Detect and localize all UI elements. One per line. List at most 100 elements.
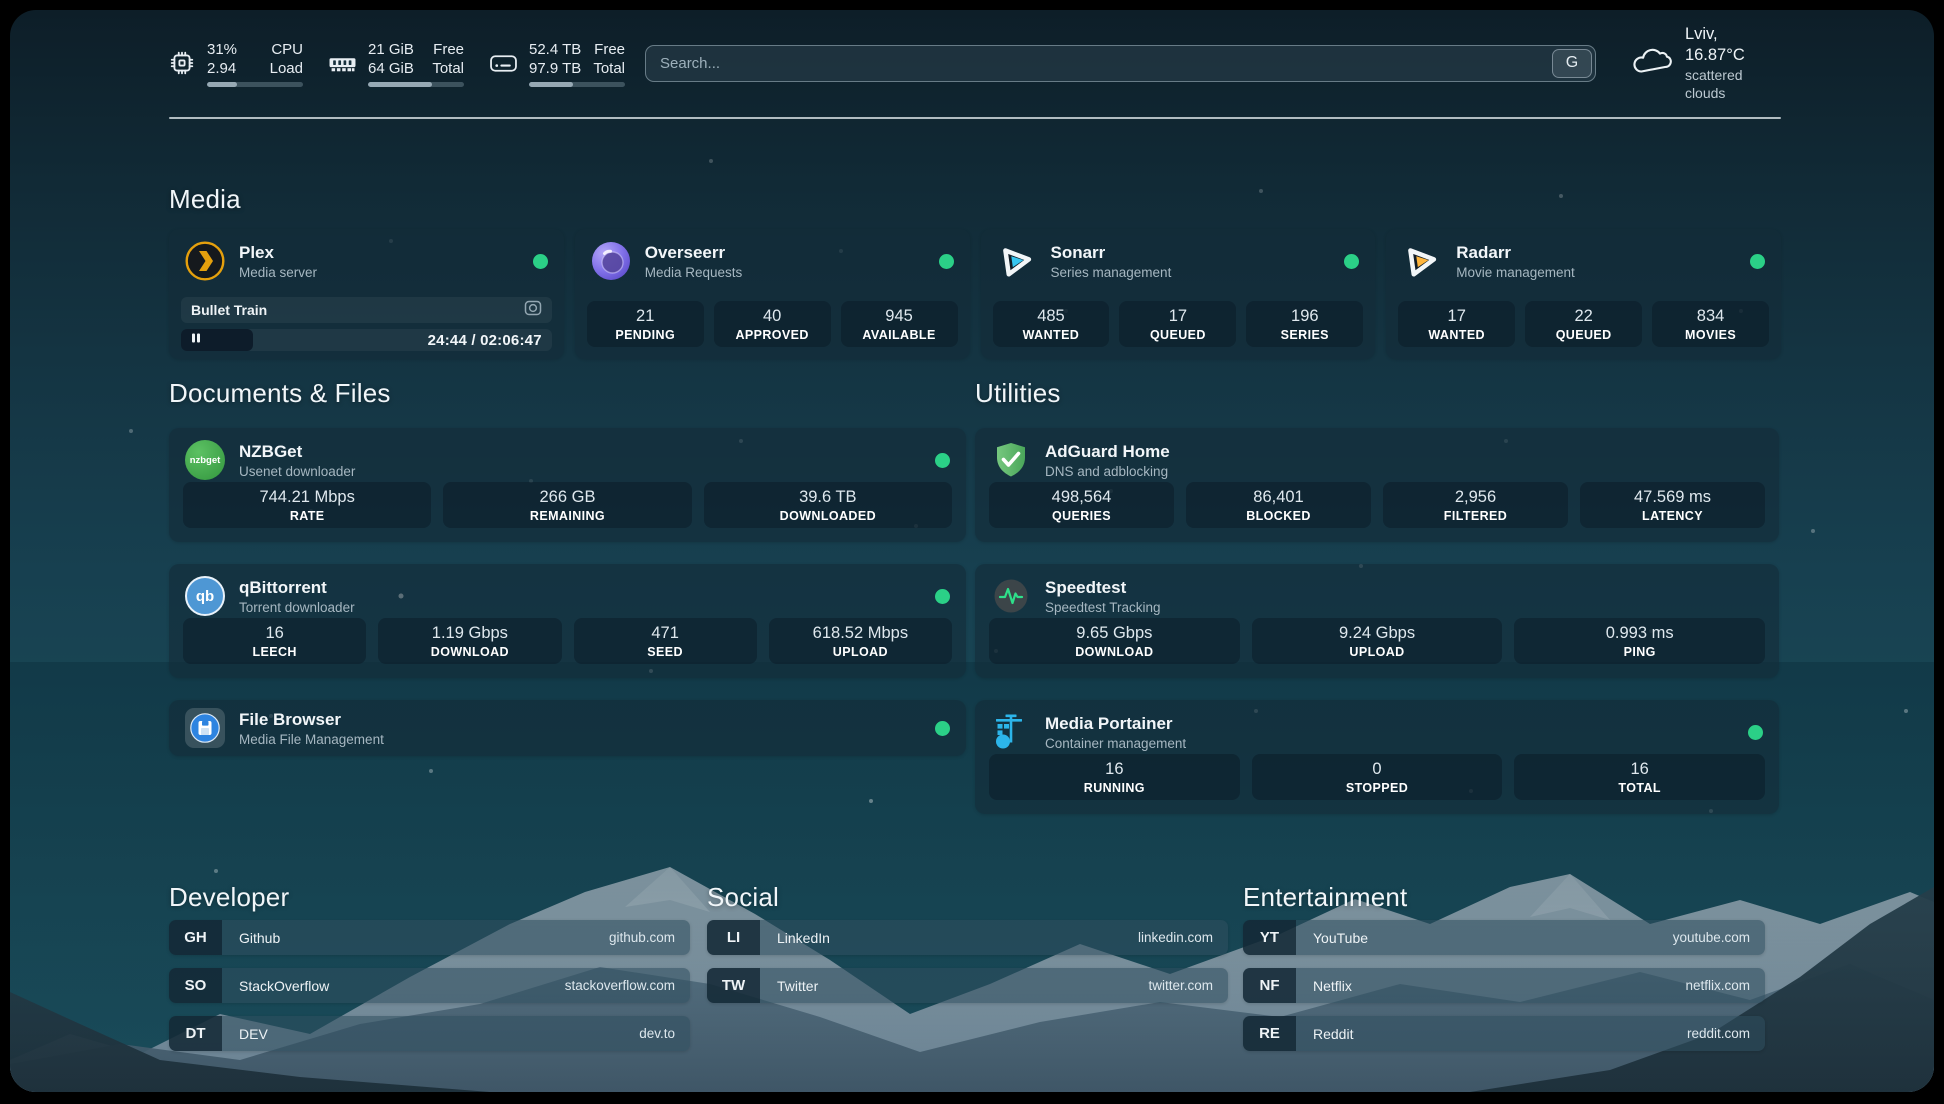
stat-leech: 16 LEECH [183, 618, 367, 664]
bookmark-youtube[interactable]: YT YouTube youtube.com [1243, 920, 1765, 955]
bookmark-abbr: YT [1243, 920, 1296, 955]
portainer-crane-icon [991, 712, 1031, 752]
bookmark-name: LinkedIn [777, 929, 830, 946]
portainer-stats: 16 RUNNING 0 STOPPED 16 TOTAL [989, 754, 1766, 800]
qbittorrent-status-dot [935, 588, 950, 604]
bookmark-url: linkedin.com [1137, 930, 1213, 945]
adguard-card[interactable]: AdGuard Home DNS and adblocking 498,564 … [975, 428, 1779, 542]
bookmark-dev-to[interactable]: DT DEV dev.to [169, 1016, 690, 1051]
memory-monitor: 21 GiB 64 GiB Free Total [329, 40, 464, 87]
bookmark-abbr: LI [707, 920, 760, 955]
bookmark-abbr: DT [169, 1016, 222, 1051]
overseerr-card[interactable]: Overseerr Media Requests 21 PENDING 40 A… [574, 229, 970, 359]
bookmark-abbr: RE [1243, 1016, 1296, 1051]
stat-running: 16 RUNNING [989, 754, 1240, 800]
bookmark-name: Twitter [777, 977, 819, 994]
disk-free-value: 52.4 TB [529, 40, 582, 58]
nzbget-card[interactable]: nzbget NZBGet Usenet downloader 744.21 M… [169, 428, 966, 542]
portainer-card[interactable]: Media Portainer Container management 16 … [975, 700, 1779, 814]
section-title-social: Social [707, 882, 780, 912]
pause-icon [190, 331, 202, 349]
sonarr-status-dot [1344, 253, 1360, 269]
cpu-icon [169, 50, 195, 76]
stat-wanted: 17 WANTED [1398, 301, 1516, 347]
stat-rate: 744.21 Mbps RATE [183, 482, 432, 528]
memory-usage-bar [368, 81, 464, 87]
plex-card[interactable]: Plex Media server Bullet Train 24:44 / 0… [169, 229, 564, 359]
bookmark-name: Netflix [1313, 977, 1352, 994]
search-input[interactable] [646, 45, 1552, 81]
stat-blocked: 86,401 BLOCKED [1186, 482, 1371, 528]
bookmark-name: DEV [239, 1025, 268, 1042]
bookmark-url: reddit.com [1686, 1026, 1750, 1041]
stat-queued: 22 QUEUED [1525, 301, 1643, 347]
qbittorrent-icon: qb [185, 576, 225, 616]
bookmark-github[interactable]: GH Github github.com [169, 920, 690, 955]
disk-free-label: Free [594, 40, 625, 58]
bookmark-group-entertainment: YT YouTube youtube.com NF Netflix netfli… [1243, 920, 1765, 1051]
bookmark-twitter[interactable]: TW Twitter twitter.com [707, 968, 1228, 1003]
stat-pending: 21 PENDING [586, 301, 704, 347]
section-title-utilities: Utilities [975, 378, 1061, 408]
portainer-subtitle: Container management [1045, 735, 1187, 751]
nzbget-title: NZBGet [239, 441, 303, 461]
stat-queued: 17 QUEUED [1119, 301, 1237, 347]
bookmark-name: StackOverflow [239, 977, 330, 994]
radarr-card[interactable]: Radarr Movie management 17 WANTED 22 QUE… [1386, 229, 1781, 359]
radarr-stats: 17 WANTED 22 QUEUED 834 MOVIES [1398, 301, 1770, 347]
playback-progress-bar: 24:44 / 02:06:47 [181, 329, 552, 351]
now-playing-row: Bullet Train [181, 297, 552, 323]
bookmark-abbr: NF [1243, 968, 1296, 1003]
sonarr-card[interactable]: Sonarr Series management 485 WANTED 17 Q… [980, 229, 1376, 359]
adguard-stats: 498,564 QUERIES 86,401 BLOCKED 2,956 FIL… [989, 482, 1765, 528]
disk-monitor: 52.4 TB 97.9 TB Free Total [490, 40, 625, 87]
bookmark-reddit[interactable]: RE Reddit reddit.com [1243, 1016, 1765, 1051]
adguard-shield-icon [991, 440, 1031, 480]
portainer-title: Media Portainer [1045, 713, 1173, 733]
speedtest-card[interactable]: Speedtest Speedtest Tracking 9.65 Gbps D… [975, 564, 1779, 678]
plex-icon [185, 241, 225, 281]
search-engine-button[interactable]: G [1551, 48, 1592, 78]
plex-subtitle: Media server [239, 264, 318, 280]
weather-location-temp: Lviv, 16.87°C [1684, 25, 1745, 64]
filebrowser-card[interactable]: File Browser Media File Management [169, 700, 966, 756]
adguard-card-header: AdGuard Home DNS and adblocking [991, 440, 1763, 480]
bookmark-linkedin[interactable]: LI LinkedIn linkedin.com [707, 920, 1228, 955]
qbittorrent-card[interactable]: qb qBittorrent Torrent downloader 16 LEE… [169, 564, 966, 678]
bookmark-url: twitter.com [1148, 978, 1213, 993]
speedtest-stats: 9.65 Gbps DOWNLOAD 9.24 Gbps UPLOAD 0.99… [989, 618, 1766, 664]
sonarr-card-header: Sonarr Series management [997, 241, 1360, 281]
stat-filtered: 2,956 FILTERED [1383, 482, 1568, 528]
bookmark-netflix[interactable]: NF Netflix netflix.com [1243, 968, 1765, 1003]
bookmark-url: youtube.com [1672, 930, 1750, 945]
overseerr-status-dot [938, 253, 954, 269]
stat-upload: 618.52 Mbps UPLOAD [768, 618, 952, 664]
stat-remaining: 266 GB REMAINING [443, 482, 692, 528]
filebrowser-icon [185, 708, 225, 748]
section-title-documents: Documents & Files [169, 378, 391, 408]
adguard-title: AdGuard Home [1045, 441, 1170, 461]
stat-approved: 40 APPROVED [713, 301, 831, 347]
bookmark-stackoverflow[interactable]: SO StackOverflow stackoverflow.com [169, 968, 690, 1003]
bookmark-name: Github [239, 929, 281, 946]
cpu-load-value: 2.94 [207, 59, 237, 77]
search-bar: G [645, 44, 1596, 82]
filebrowser-status-dot [935, 720, 950, 736]
speedtest-pulse-icon [991, 576, 1031, 616]
nzbget-icon: nzbget [185, 440, 225, 480]
topbar-divider [169, 117, 1781, 119]
plex-status-dot [532, 253, 548, 269]
nzbget-stats: 744.21 Mbps RATE 266 GB REMAINING 39.6 T… [183, 482, 952, 528]
stat-total: 16 TOTAL [1514, 754, 1766, 800]
disk-monitor-body: 52.4 TB 97.9 TB Free Total [529, 40, 625, 87]
weather-widget: Lviv, 16.87°C scattered clouds [1630, 24, 1781, 102]
filebrowser-subtitle: Media File Management [239, 731, 384, 747]
overseerr-stats: 21 PENDING 40 APPROVED 945 AVAILABLE [586, 301, 958, 347]
bookmark-url: dev.to [639, 1026, 675, 1041]
section-title-entertainment: Entertainment [1243, 882, 1408, 912]
playback-progress-fill [181, 329, 254, 351]
speedtest-title: Speedtest [1045, 577, 1127, 597]
cpu-load-label: Load [269, 59, 303, 77]
overseerr-title: Overseerr [644, 242, 726, 262]
cloud-icon [1630, 46, 1672, 81]
